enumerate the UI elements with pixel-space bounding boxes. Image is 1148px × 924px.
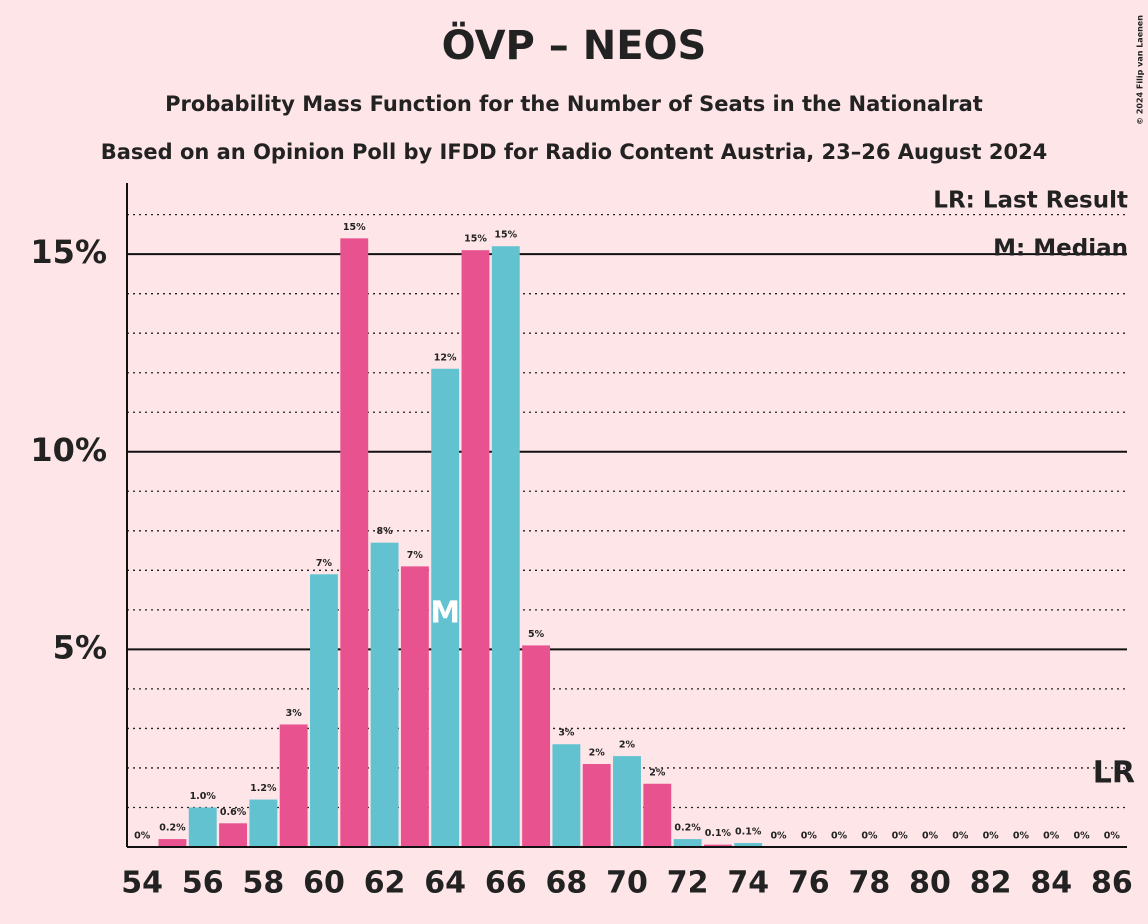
bar bbox=[340, 238, 369, 848]
value-label: 15% bbox=[343, 222, 366, 233]
bar bbox=[188, 807, 217, 847]
value-label: 7% bbox=[316, 558, 333, 569]
bar bbox=[582, 764, 611, 847]
value-label: 1.0% bbox=[190, 791, 217, 802]
bar bbox=[461, 250, 490, 847]
x-tick-label: 78 bbox=[849, 866, 891, 901]
value-label: 15% bbox=[494, 230, 517, 241]
value-label: 2% bbox=[649, 767, 666, 778]
bar bbox=[522, 645, 551, 847]
value-label: 0% bbox=[770, 831, 787, 842]
value-label: 0% bbox=[952, 831, 969, 842]
chart-subtitle: Probability Mass Function for the Number… bbox=[165, 92, 983, 116]
bar bbox=[552, 744, 581, 847]
value-label: 1.2% bbox=[250, 783, 277, 794]
value-label: 0% bbox=[983, 831, 1000, 842]
median-marker: M bbox=[430, 595, 460, 630]
x-tick-label: 60 bbox=[303, 866, 345, 901]
x-tick-label: 62 bbox=[364, 866, 406, 901]
value-label: 0.1% bbox=[705, 828, 732, 839]
value-label: 0% bbox=[861, 831, 878, 842]
bar bbox=[279, 724, 308, 847]
x-tick-label: 74 bbox=[727, 866, 769, 901]
x-tick-label: 70 bbox=[606, 866, 648, 901]
bar bbox=[431, 368, 460, 847]
value-label: 3% bbox=[286, 708, 303, 719]
x-tick-label: 68 bbox=[546, 866, 588, 901]
copyright: © 2024 Filip van Laenen bbox=[1136, 15, 1145, 125]
bar bbox=[249, 799, 278, 847]
x-tick-label: 76 bbox=[788, 866, 830, 901]
bar bbox=[219, 823, 247, 847]
legend-entry: LR: Last Result bbox=[933, 188, 1128, 214]
value-label: 0% bbox=[134, 831, 151, 842]
x-tick-label: 72 bbox=[667, 866, 709, 901]
bar bbox=[734, 843, 763, 847]
x-tick-label: 84 bbox=[1030, 866, 1072, 901]
value-label: 0.6% bbox=[220, 807, 247, 818]
value-label: 0.1% bbox=[735, 827, 762, 838]
bar bbox=[400, 566, 429, 847]
bar bbox=[703, 844, 732, 847]
x-tick-label: 66 bbox=[485, 866, 527, 901]
value-label: 5% bbox=[528, 629, 545, 640]
value-label: 0.2% bbox=[159, 823, 186, 834]
y-tick-label: 15% bbox=[30, 233, 107, 271]
value-label: 3% bbox=[558, 728, 575, 739]
y-tick-label: 5% bbox=[53, 628, 107, 666]
value-label: 0% bbox=[801, 831, 818, 842]
value-label: 2% bbox=[589, 748, 606, 759]
bar bbox=[491, 246, 520, 847]
value-label: 0% bbox=[1013, 831, 1030, 842]
bar bbox=[158, 839, 187, 847]
last-result-marker: LR bbox=[1093, 756, 1135, 791]
value-label: 0.2% bbox=[674, 823, 701, 834]
value-label: 2% bbox=[619, 740, 636, 751]
value-label: 7% bbox=[407, 550, 424, 561]
x-tick-label: 56 bbox=[182, 866, 224, 901]
value-label: 0% bbox=[1073, 831, 1090, 842]
bar bbox=[613, 756, 641, 847]
legend-entry: M: Median bbox=[993, 236, 1128, 262]
bar bbox=[370, 542, 399, 847]
value-label: 15% bbox=[464, 234, 487, 245]
x-tick-label: 58 bbox=[242, 866, 284, 901]
chart-title: ÖVP – NEOS bbox=[442, 21, 707, 69]
x-tick-label: 54 bbox=[121, 866, 163, 901]
value-label: 0% bbox=[831, 831, 848, 842]
x-tick-label: 64 bbox=[424, 866, 466, 901]
bar bbox=[643, 783, 672, 847]
x-tick-label: 80 bbox=[909, 866, 951, 901]
bar bbox=[310, 574, 338, 847]
value-label: 8% bbox=[377, 526, 394, 537]
value-label: 0% bbox=[892, 831, 909, 842]
value-label: 0% bbox=[1043, 831, 1060, 842]
bar bbox=[673, 839, 702, 847]
chart-subtitle: Based on an Opinion Poll by IFDD for Rad… bbox=[101, 140, 1048, 164]
value-label: 0% bbox=[922, 831, 939, 842]
x-tick-label: 82 bbox=[970, 866, 1012, 901]
y-tick-label: 10% bbox=[30, 431, 107, 469]
value-label: 12% bbox=[434, 352, 457, 363]
x-tick-label: 86 bbox=[1091, 866, 1133, 901]
value-label: 0% bbox=[1104, 831, 1121, 842]
